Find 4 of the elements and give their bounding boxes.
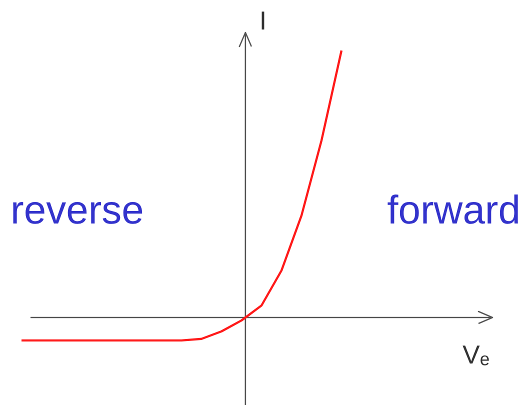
- x-axis-title: Vₑ: [462, 340, 490, 370]
- y-axis-title: I: [259, 6, 267, 36]
- annotation: reverse: [10, 188, 144, 232]
- text: forward: [387, 188, 521, 232]
